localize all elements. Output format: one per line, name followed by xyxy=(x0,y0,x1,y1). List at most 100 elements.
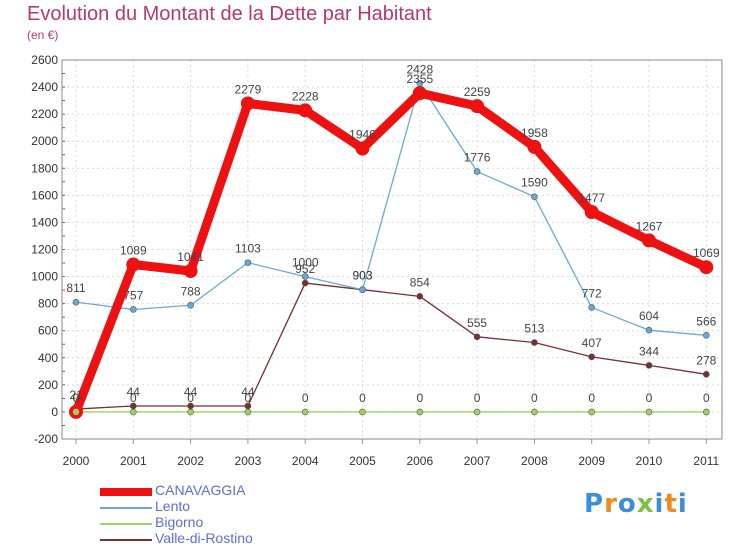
legend-label: Lento xyxy=(155,498,191,514)
data-label: 1041 xyxy=(177,250,204,264)
y-tick-label: 1400 xyxy=(31,215,58,229)
data-label: 278 xyxy=(696,353,716,367)
data-point xyxy=(244,259,252,266)
data-point xyxy=(642,233,656,248)
data-label: 407 xyxy=(582,336,602,350)
data-label: 0 xyxy=(531,391,538,405)
data-label: 566 xyxy=(696,314,716,328)
logo-letter: i xyxy=(677,489,688,519)
data-label: 903 xyxy=(352,269,372,283)
x-tick-label: 2000 xyxy=(63,454,90,468)
data-point xyxy=(187,408,194,416)
data-label: 44 xyxy=(184,385,198,399)
y-tick-label: 400 xyxy=(38,351,58,365)
data-label: 44 xyxy=(241,385,255,399)
logo-letter: P xyxy=(584,489,605,519)
data-label: 1477 xyxy=(578,191,605,205)
data-point xyxy=(645,362,653,369)
data-label: 788 xyxy=(181,284,201,298)
data-point xyxy=(588,304,596,311)
x-tick-label: 2007 xyxy=(464,454,491,468)
data-label: 1946 xyxy=(349,128,376,142)
data-point xyxy=(126,257,141,272)
data-point xyxy=(470,99,485,114)
data-label: 21 xyxy=(69,388,83,402)
data-point xyxy=(473,333,481,341)
data-point xyxy=(130,306,137,313)
data-label: 0 xyxy=(130,391,137,405)
data-label: 0 xyxy=(703,391,710,405)
legend-label: Bigorno xyxy=(155,514,204,530)
data-point xyxy=(527,139,542,154)
logo-letter: r xyxy=(604,489,618,519)
data-label: 811 xyxy=(66,281,85,295)
data-label: 0 xyxy=(588,391,595,405)
data-label: 0 xyxy=(359,391,366,405)
axis-layer: -200020040060080010001200140016001800200… xyxy=(31,53,723,468)
data-point xyxy=(301,273,309,280)
chart-subtitle: (en €) xyxy=(27,28,59,42)
data-point xyxy=(473,408,481,416)
data-label: 854 xyxy=(410,275,430,289)
x-tick-label: 2002 xyxy=(177,454,204,468)
data-label: 1958 xyxy=(521,126,548,140)
data-label: 1000 xyxy=(292,256,319,270)
data-point xyxy=(645,408,653,416)
data-point xyxy=(72,298,80,306)
series-line-lento xyxy=(75,82,707,336)
data-point xyxy=(702,370,710,378)
data-point xyxy=(187,402,194,410)
data-label: 1776 xyxy=(464,151,491,165)
data-point xyxy=(359,286,366,294)
data-label: 0 xyxy=(187,391,194,405)
data-point xyxy=(588,408,596,416)
x-tick-label: 2001 xyxy=(120,454,147,468)
data-point xyxy=(130,402,137,410)
data-label: 0 xyxy=(73,391,80,405)
x-tick-label: 2008 xyxy=(521,454,548,468)
legend-label: CANAVAGGIA xyxy=(155,482,246,498)
data-label: 757 xyxy=(123,288,143,302)
x-tick-label: 2006 xyxy=(406,454,433,468)
x-tick-label: 2003 xyxy=(235,454,262,468)
data-label: 0 xyxy=(646,391,653,405)
data-point xyxy=(699,260,714,275)
data-label: 344 xyxy=(639,344,659,358)
data-point xyxy=(355,141,370,156)
data-point xyxy=(531,408,538,416)
data-label: 0 xyxy=(416,391,423,405)
data-label: 0 xyxy=(73,391,80,405)
data-point xyxy=(130,408,137,416)
data-label: 1267 xyxy=(636,219,663,233)
data-point xyxy=(702,408,710,416)
data-point xyxy=(240,96,255,111)
data-label: 2228 xyxy=(292,89,319,103)
data-point xyxy=(531,339,538,346)
data-point xyxy=(584,205,599,220)
data-point xyxy=(412,86,427,101)
y-tick-label: 1200 xyxy=(31,243,58,257)
data-point xyxy=(473,168,481,175)
data-label: 1069 xyxy=(693,246,720,260)
data-point xyxy=(359,408,366,416)
data-label: 513 xyxy=(524,321,544,335)
data-point xyxy=(645,326,653,334)
y-tick-label: 1800 xyxy=(31,161,58,175)
x-tick-label: 2010 xyxy=(636,454,663,468)
series-line-valle-di-rostino xyxy=(75,282,707,410)
data-label: 952 xyxy=(295,262,315,276)
x-tick-label: 2009 xyxy=(578,454,605,468)
y-tick-label: 1000 xyxy=(31,270,58,284)
y-tick-label: 2000 xyxy=(31,134,58,148)
data-label: 2279 xyxy=(235,82,262,96)
data-label: 1103 xyxy=(235,242,261,256)
data-point xyxy=(301,279,309,287)
x-tick-label: 2004 xyxy=(292,454,319,468)
y-tick-label: 2600 xyxy=(31,53,58,67)
logo-letter: i xyxy=(654,489,665,519)
proxiti-logo: Proxiti xyxy=(584,489,688,519)
data-point xyxy=(244,408,252,416)
legend-swatch xyxy=(100,523,152,525)
